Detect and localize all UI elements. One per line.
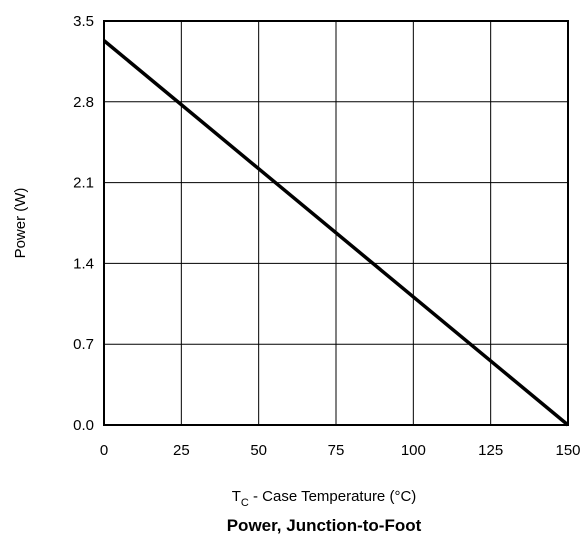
series-layer <box>102 39 570 427</box>
y-tick-label: 3.5 <box>73 13 94 30</box>
x-axis-label: TC - Case Temperature (°C) <box>232 488 417 509</box>
x-tick-label: 50 <box>250 442 267 459</box>
x-tick-label: 150 <box>555 442 580 459</box>
x-axis-label-subscript: C <box>241 497 249 509</box>
y-tick-labels: 0.0 0.7 1.4 2.1 2.8 3.5 <box>73 13 94 434</box>
x-axis-label-suffix: - Case Temperature (°C) <box>249 488 416 505</box>
plot-frame <box>103 20 569 426</box>
y-tick-label: 2.1 <box>73 175 94 192</box>
y-tick-label: 0.0 <box>73 417 94 434</box>
chart-title: Power, Junction-to-Foot <box>227 516 422 535</box>
series-line <box>102 39 570 427</box>
x-tick-labels: 0 25 50 75 100 125 150 <box>100 442 581 459</box>
x-tick-label: 25 <box>173 442 190 459</box>
x-tick-label: 75 <box>328 442 345 459</box>
grid <box>103 20 569 426</box>
y-tick-label: 2.8 <box>73 94 94 111</box>
y-axis-label: Power (W) <box>12 188 29 259</box>
y-tick-label: 0.7 <box>73 336 94 353</box>
x-tick-label: 125 <box>478 442 503 459</box>
x-axis-label-prefix: T <box>232 488 241 505</box>
x-tick-label: 0 <box>100 442 108 459</box>
y-tick-label: 1.4 <box>73 255 94 272</box>
x-tick-label: 100 <box>401 442 426 459</box>
